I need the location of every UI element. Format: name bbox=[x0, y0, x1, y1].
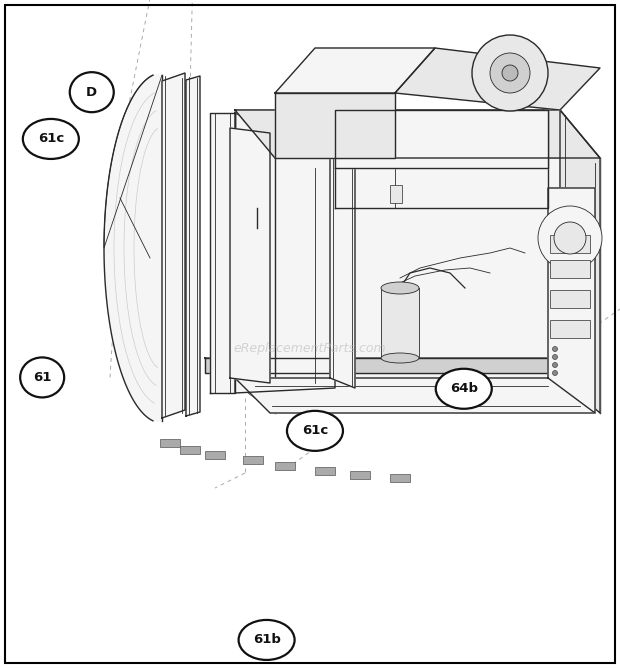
Polygon shape bbox=[235, 113, 335, 393]
Circle shape bbox=[554, 222, 586, 254]
Ellipse shape bbox=[287, 411, 343, 451]
Ellipse shape bbox=[70, 72, 113, 112]
Bar bbox=[275, 462, 295, 470]
Bar bbox=[550, 290, 590, 308]
Bar bbox=[315, 467, 335, 475]
Bar bbox=[550, 260, 590, 278]
Text: 61: 61 bbox=[33, 371, 51, 384]
Bar bbox=[160, 439, 180, 447]
Polygon shape bbox=[162, 73, 185, 418]
Circle shape bbox=[552, 347, 557, 351]
Circle shape bbox=[490, 53, 530, 93]
Polygon shape bbox=[275, 93, 395, 158]
Polygon shape bbox=[205, 358, 595, 398]
Text: 61c: 61c bbox=[38, 132, 64, 146]
Polygon shape bbox=[205, 358, 555, 373]
Ellipse shape bbox=[20, 357, 64, 397]
Circle shape bbox=[502, 65, 518, 81]
Circle shape bbox=[472, 35, 548, 111]
Polygon shape bbox=[210, 113, 235, 393]
Polygon shape bbox=[335, 110, 548, 208]
Text: 61c: 61c bbox=[302, 424, 328, 438]
Polygon shape bbox=[235, 110, 600, 158]
Polygon shape bbox=[548, 188, 595, 413]
Text: 64b: 64b bbox=[450, 382, 478, 395]
Text: D: D bbox=[86, 86, 97, 99]
Ellipse shape bbox=[436, 369, 492, 409]
Polygon shape bbox=[235, 110, 600, 158]
Bar bbox=[550, 235, 590, 253]
Bar bbox=[205, 451, 225, 459]
Circle shape bbox=[552, 363, 557, 367]
Polygon shape bbox=[186, 76, 200, 416]
Bar bbox=[180, 446, 200, 454]
Ellipse shape bbox=[239, 620, 294, 660]
Ellipse shape bbox=[381, 282, 419, 294]
Circle shape bbox=[552, 371, 557, 375]
Bar bbox=[350, 471, 370, 479]
Polygon shape bbox=[275, 48, 435, 93]
Ellipse shape bbox=[381, 353, 419, 363]
Polygon shape bbox=[235, 110, 560, 378]
Polygon shape bbox=[560, 110, 600, 413]
Text: eReplacementParts.com: eReplacementParts.com bbox=[234, 341, 386, 355]
Text: 61b: 61b bbox=[253, 633, 280, 647]
Bar bbox=[381, 288, 419, 358]
Bar bbox=[550, 320, 590, 338]
Polygon shape bbox=[335, 110, 548, 168]
Bar bbox=[390, 474, 410, 482]
Bar bbox=[243, 456, 263, 464]
Polygon shape bbox=[230, 128, 270, 383]
Bar bbox=[390, 185, 402, 203]
Circle shape bbox=[538, 206, 602, 270]
Polygon shape bbox=[330, 110, 355, 388]
Polygon shape bbox=[395, 48, 600, 110]
Ellipse shape bbox=[23, 119, 79, 159]
Polygon shape bbox=[235, 378, 595, 413]
Polygon shape bbox=[104, 75, 162, 421]
Circle shape bbox=[552, 355, 557, 359]
